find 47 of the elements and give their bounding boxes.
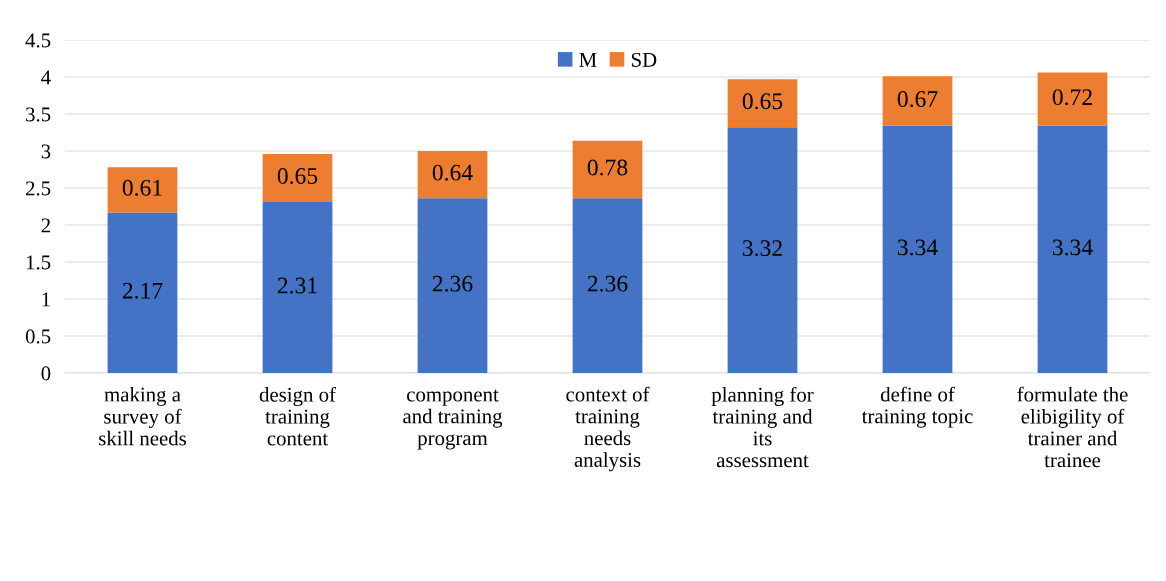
bar <box>262 202 333 373</box>
legend-label: M <box>579 53 597 67</box>
x-tick-label: formulate the elibigility of trainer and trainee <box>1017 386 1128 468</box>
y-tick-label: 2 <box>41 218 50 233</box>
x-tick-label: design of training content <box>259 386 336 446</box>
y-tick-label: 3 <box>41 144 51 159</box>
legend-label: SD <box>631 52 657 67</box>
y-tick-label: 0 <box>41 366 51 381</box>
bar <box>417 198 488 373</box>
y-tick-label: 4 <box>41 70 51 85</box>
bar <box>107 212 178 373</box>
data-label: 3.32 <box>742 240 782 257</box>
bar <box>262 153 333 203</box>
y-tick-label: 2.5 <box>25 181 51 196</box>
bar <box>882 76 953 126</box>
bar <box>107 167 178 213</box>
bar <box>1037 72 1108 126</box>
data-label: 2.36 <box>432 275 473 292</box>
bar <box>727 79 798 128</box>
data-label: 0.65 <box>742 93 783 110</box>
bar <box>1037 125 1108 373</box>
x-tick-label: context of training needs analysis <box>566 386 650 472</box>
y-tick-label: 1.5 <box>26 255 51 270</box>
bar <box>882 125 953 373</box>
data-label: 0.65 <box>277 167 318 185</box>
data-label: 0.67 <box>897 91 938 108</box>
y-tick-label: 4.5 <box>25 33 51 48</box>
bar <box>572 198 643 373</box>
data-label: 2.36 <box>587 275 628 292</box>
x-tick-label: planning for training and its assessment <box>711 386 814 468</box>
bar <box>417 151 488 199</box>
x-tick-label: component and training program <box>403 389 503 450</box>
x-tick-label: define of training topic <box>861 386 973 428</box>
data-label: 3.34 <box>897 239 938 256</box>
data-label: 2.31 <box>277 277 317 294</box>
data-label: 0.72 <box>1052 89 1092 106</box>
data-label: 0.78 <box>587 159 628 176</box>
data-label: 3.34 <box>1052 239 1093 256</box>
y-tick-label: 1 <box>42 292 50 307</box>
y-tick-label: 0.5 <box>25 329 51 344</box>
x-tick-label: making a survey of skill needs <box>99 386 187 446</box>
data-label: 0.61 <box>122 179 162 196</box>
bar <box>572 140 643 199</box>
data-label: 0.64 <box>432 164 473 181</box>
data-label: 2.17 <box>122 282 163 299</box>
y-tick-label: 3.5 <box>26 107 51 122</box>
bar <box>727 127 798 373</box>
